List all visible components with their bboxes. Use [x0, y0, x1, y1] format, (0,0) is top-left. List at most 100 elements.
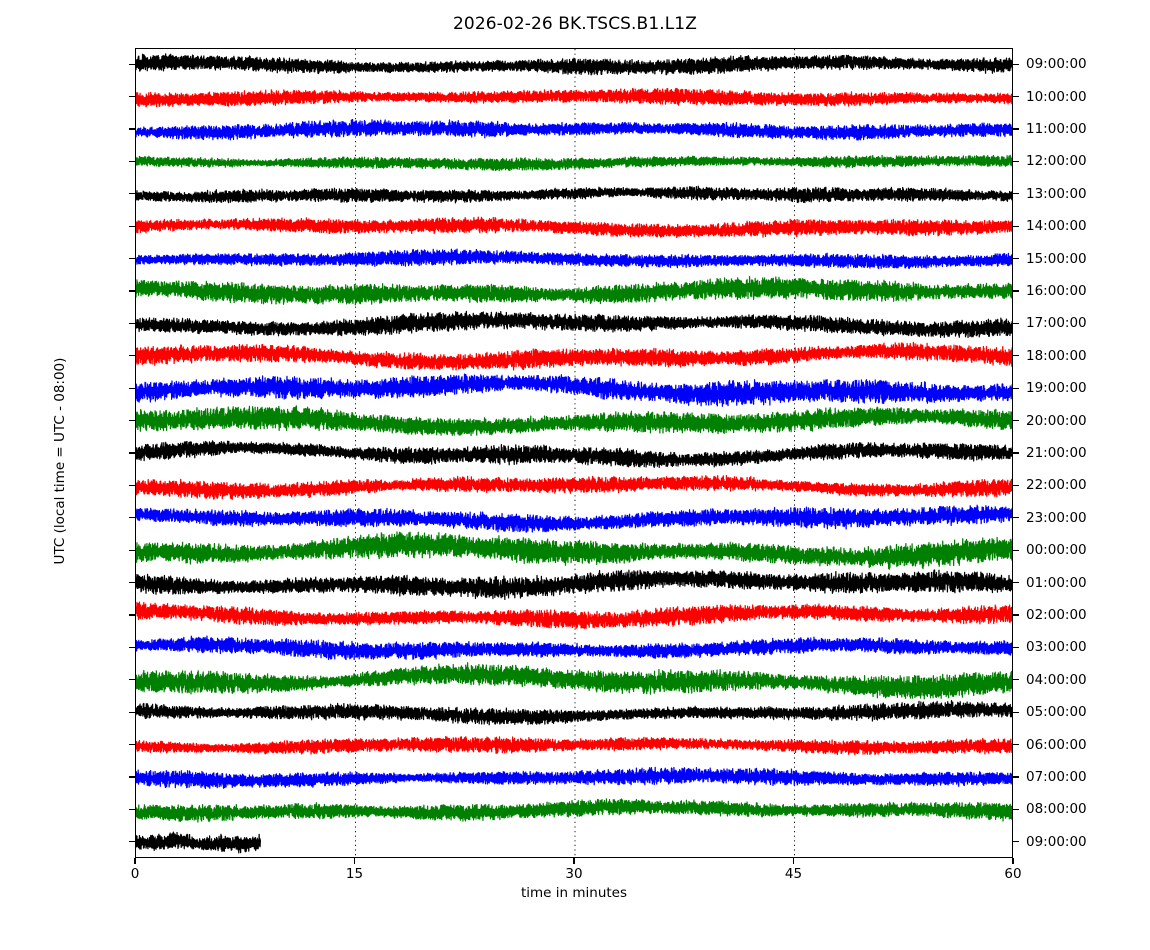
seismic-trace	[136, 531, 1012, 570]
seismic-trace	[136, 248, 1012, 270]
y-tick-left	[129, 808, 135, 810]
y-tick-right	[1013, 452, 1019, 454]
y-tick-label-right: 13:00:00	[1026, 185, 1087, 202]
y-tick-label-right: 22:00:00	[1026, 477, 1087, 494]
seismic-trace	[136, 569, 1012, 601]
y-tick-label-right: 20:00:00	[1026, 412, 1087, 429]
y-tick-right	[1013, 582, 1019, 584]
x-tick-label: 45	[784, 866, 803, 882]
y-tick-left	[129, 646, 135, 648]
y-tick-right	[1013, 776, 1019, 778]
y-tick-label-right: 15:00:00	[1026, 250, 1087, 267]
y-tick-label-right: 05:00:00	[1026, 704, 1087, 721]
seismic-trace	[136, 216, 1012, 239]
y-tick-label-right: 07:00:00	[1026, 769, 1087, 785]
y-tick-left	[129, 549, 135, 551]
y-tick-label-right: 02:00:00	[1026, 607, 1087, 623]
y-tick-right	[1013, 290, 1019, 292]
seismic-trace	[136, 662, 1012, 700]
y-tick-right	[1013, 63, 1019, 65]
y-tick-left	[129, 711, 135, 713]
y-tick-left	[129, 452, 135, 454]
y-tick-label-right: 12:00:00	[1026, 153, 1087, 170]
y-tick-right	[1013, 549, 1019, 551]
y-tick-left	[129, 387, 135, 389]
y-tick-left	[129, 744, 135, 746]
seismic-trace	[136, 118, 1012, 141]
y-tick-right	[1013, 160, 1019, 162]
y-tick-left	[129, 193, 135, 195]
seismic-trace	[136, 87, 1012, 108]
y-tick-right	[1013, 355, 1019, 357]
y-tick-label-right: 09:00:00	[1026, 833, 1087, 850]
y-tick-label-right: 11:00:00	[1026, 121, 1087, 137]
y-tick-right	[1013, 128, 1019, 130]
y-tick-right	[1013, 711, 1019, 713]
y-tick-left	[129, 614, 135, 616]
x-tick	[134, 858, 136, 864]
y-tick-label-right: 14:00:00	[1026, 218, 1087, 235]
y-tick-right	[1013, 841, 1019, 843]
seismic-trace	[136, 53, 1012, 76]
y-tick-right	[1013, 808, 1019, 810]
y-tick-right	[1013, 484, 1019, 486]
y-tick-label-right: 23:00:00	[1026, 509, 1087, 526]
y-tick-right	[1013, 322, 1019, 324]
y-tick-left	[129, 517, 135, 519]
y-tick-left	[129, 160, 135, 162]
x-tick	[573, 858, 575, 864]
y-tick-label-right: 10:00:00	[1026, 88, 1087, 105]
x-tick	[1012, 858, 1014, 864]
y-tick-label-right: 17:00:00	[1026, 315, 1087, 332]
x-axis-title: time in minutes	[520, 885, 628, 901]
y-tick-label-right: 00:00:00	[1026, 542, 1087, 559]
seismic-trace	[136, 373, 1012, 407]
seismic-trace	[136, 798, 1012, 823]
y-tick-left	[129, 841, 135, 843]
seismic-trace	[136, 766, 1012, 789]
seismic-trace	[136, 504, 1012, 533]
seismic-trace	[136, 601, 1012, 630]
y-tick-left	[129, 225, 135, 227]
y-tick-left	[129, 484, 135, 486]
seismic-trace	[136, 635, 1012, 661]
x-tick-label: 15	[345, 866, 364, 882]
y-tick-label-right: 19:00:00	[1026, 380, 1087, 397]
x-tick-label: 0	[130, 866, 140, 882]
y-tick-right	[1013, 744, 1019, 746]
y-tick-label-right: 21:00:00	[1026, 445, 1087, 461]
y-tick-right	[1013, 193, 1019, 195]
seismic-trace	[136, 310, 1012, 339]
seismic-trace	[136, 405, 1012, 437]
seismic-trace	[136, 735, 1012, 756]
seismic-trace	[136, 341, 1012, 371]
y-tick-left	[129, 63, 135, 65]
y-tick-label-right: 01:00:00	[1026, 574, 1087, 591]
seismic-trace	[136, 154, 1012, 172]
y-axis-title: UTC (local time = UTC - 08:00)	[52, 357, 68, 565]
seismic-trace	[136, 831, 262, 854]
y-tick-label-right: 09:00:00	[1026, 56, 1087, 73]
seismic-trace	[136, 185, 1012, 204]
seismic-trace	[136, 474, 1012, 500]
y-tick-right	[1013, 517, 1019, 519]
x-tick-label: 30	[565, 866, 583, 882]
y-tick-left	[129, 322, 135, 324]
y-tick-left	[129, 679, 135, 681]
y-tick-right	[1013, 679, 1019, 681]
y-tick-left	[129, 355, 135, 357]
plot-area	[135, 48, 1013, 858]
y-tick-label-right: 06:00:00	[1026, 736, 1087, 753]
trace-canvas	[136, 49, 1012, 857]
y-tick-left	[129, 582, 135, 584]
y-tick-label-right: 16:00:00	[1026, 283, 1087, 299]
y-tick-label-right: 04:00:00	[1026, 671, 1087, 688]
y-tick-left	[129, 290, 135, 292]
y-tick-left	[129, 96, 135, 98]
y-tick-label-right: 18:00:00	[1026, 347, 1087, 364]
y-tick-left	[129, 258, 135, 260]
y-tick-right	[1013, 614, 1019, 616]
y-tick-left	[129, 128, 135, 130]
seismic-trace	[136, 699, 1012, 726]
